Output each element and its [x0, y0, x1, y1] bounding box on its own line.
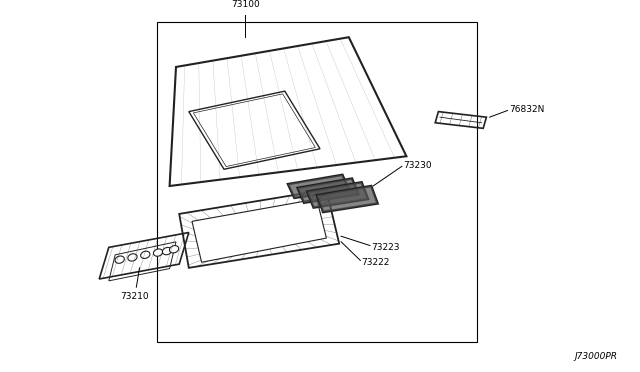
- Text: 73223: 73223: [371, 243, 400, 252]
- Polygon shape: [317, 186, 378, 212]
- Polygon shape: [298, 179, 358, 203]
- Text: J73000PR: J73000PR: [575, 352, 618, 361]
- Text: 73100: 73100: [231, 0, 259, 9]
- Polygon shape: [307, 182, 368, 208]
- Text: 76832N: 76832N: [509, 105, 544, 114]
- Text: 73210: 73210: [120, 292, 148, 301]
- Bar: [157, 22, 477, 342]
- Ellipse shape: [115, 256, 124, 263]
- Ellipse shape: [170, 246, 179, 253]
- Polygon shape: [288, 175, 349, 198]
- Ellipse shape: [163, 247, 172, 255]
- Ellipse shape: [154, 249, 163, 256]
- Ellipse shape: [128, 254, 137, 261]
- Text: 73222: 73222: [362, 258, 390, 267]
- Ellipse shape: [141, 251, 150, 259]
- Text: 73230: 73230: [403, 161, 432, 170]
